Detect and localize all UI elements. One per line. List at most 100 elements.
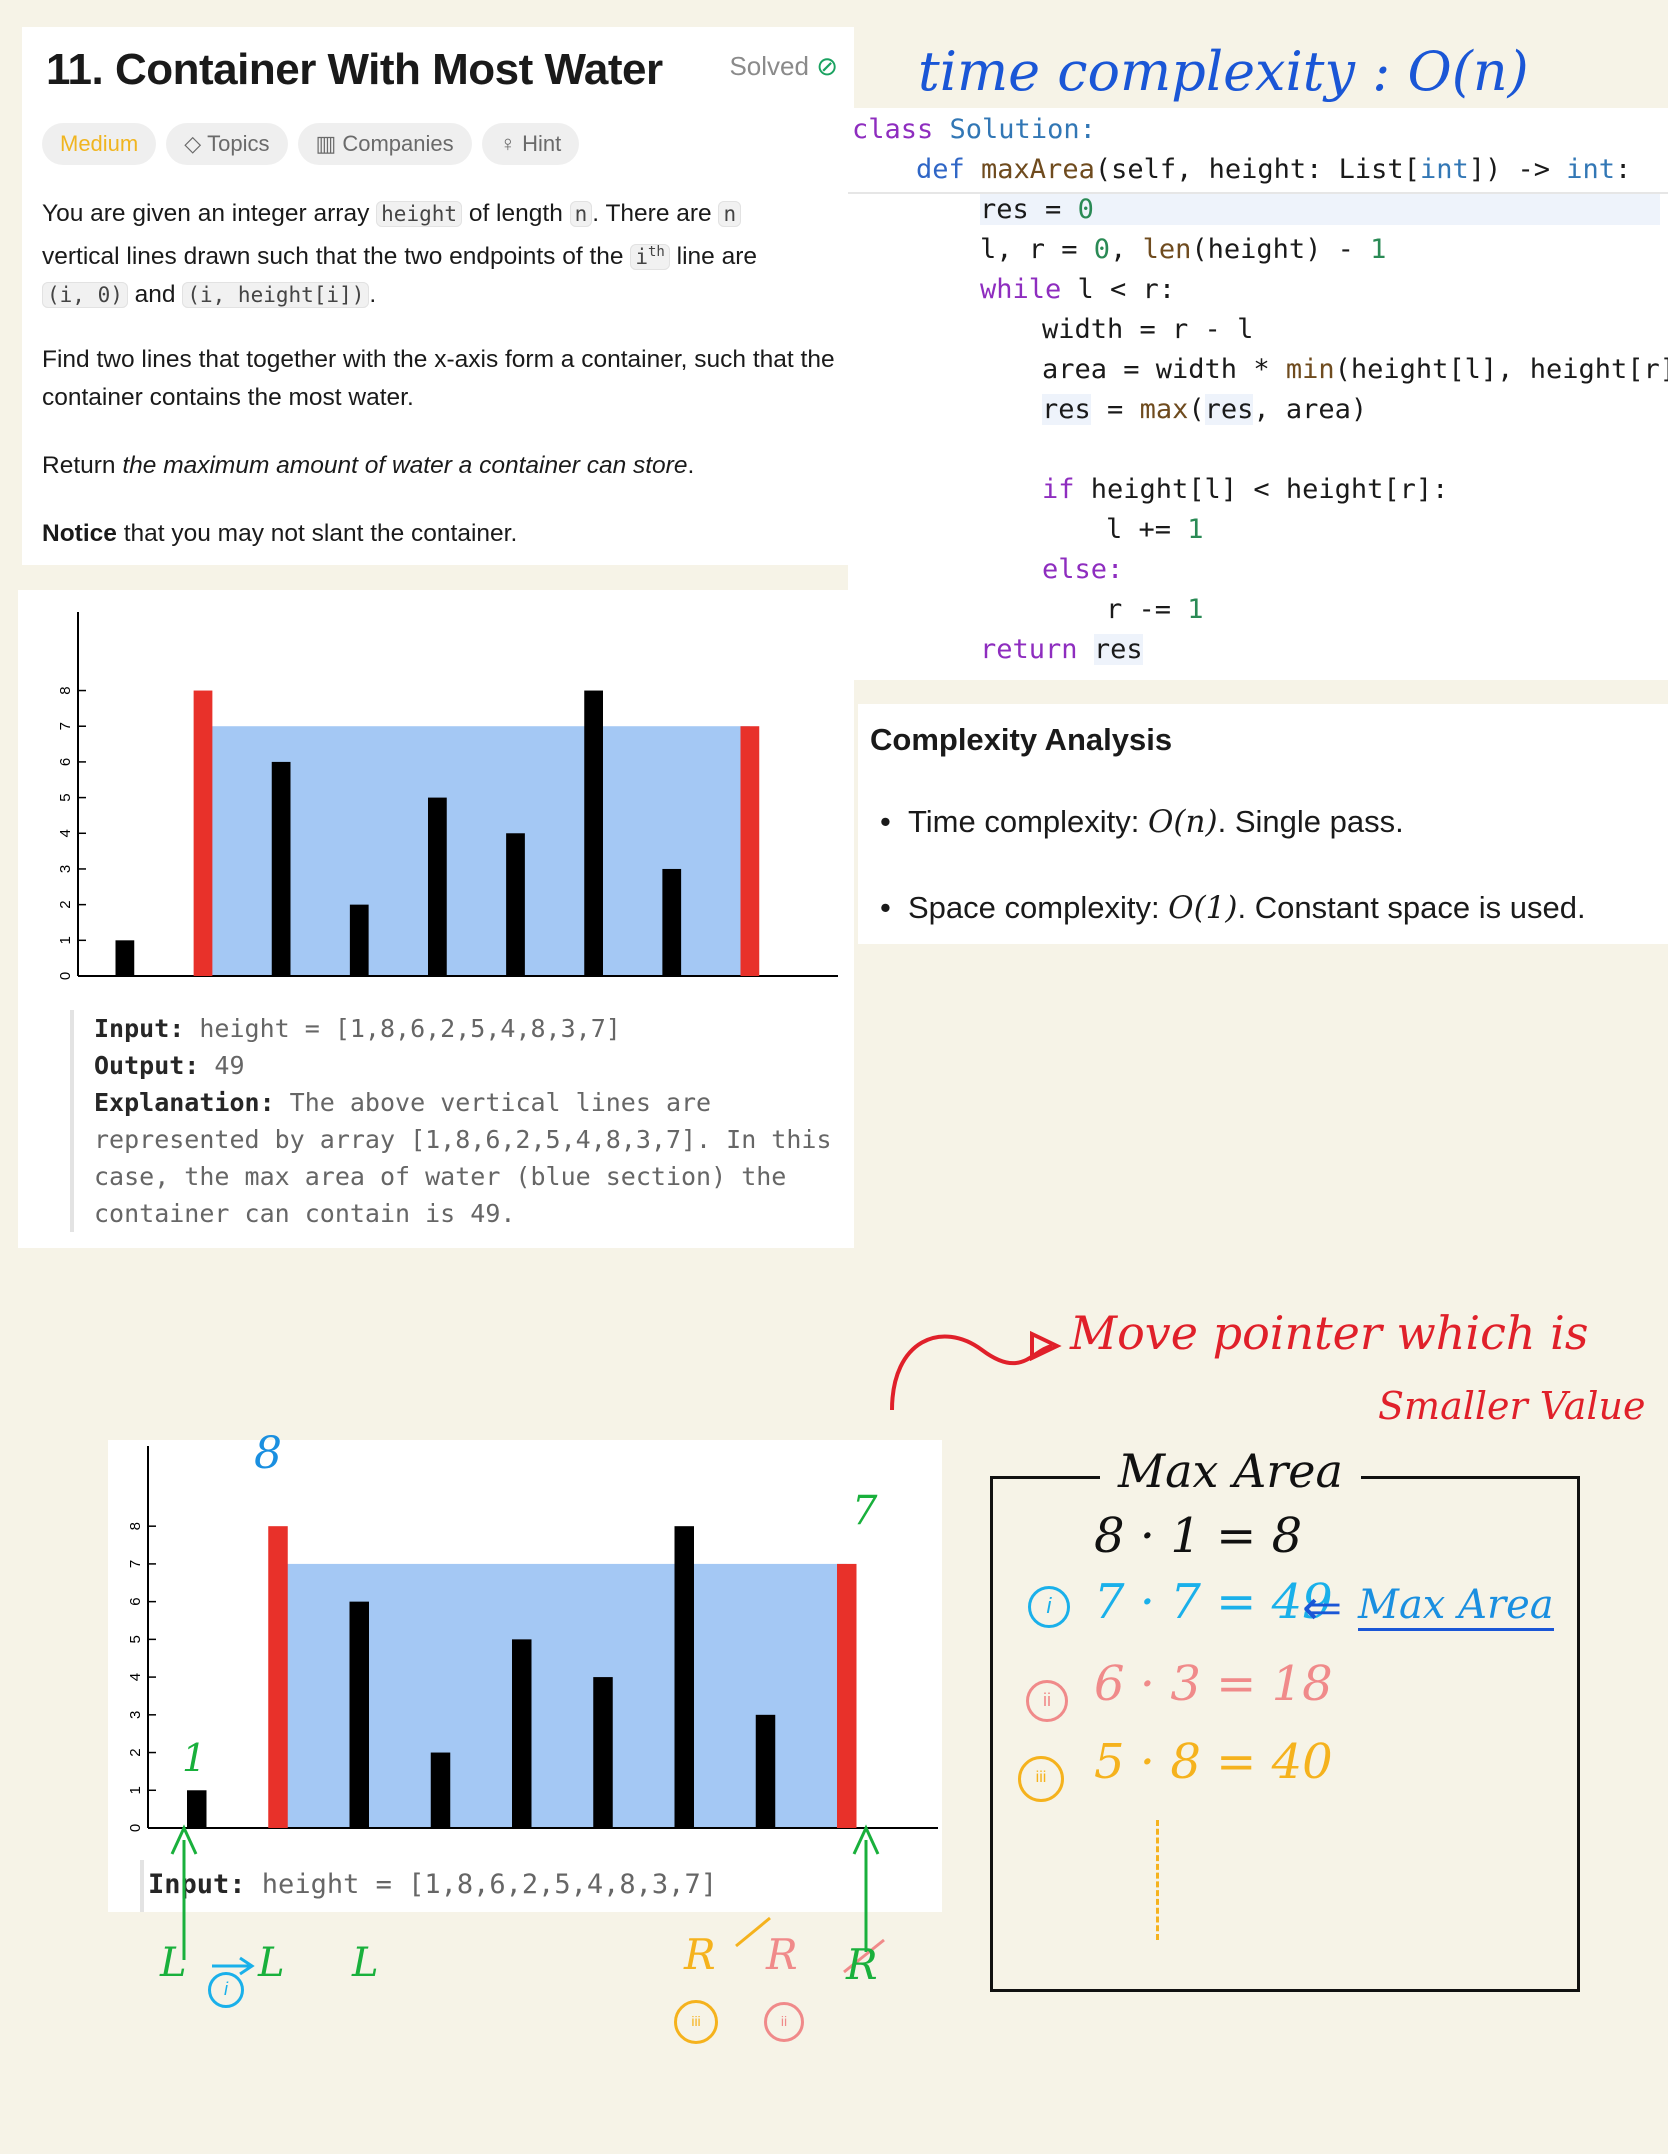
problem-title: 11. Container With Most Water	[46, 45, 663, 94]
container-chart-annotated: 0 1 2 3 4 5 6 7 8	[127, 1446, 938, 1832]
topics-label: Topics	[207, 131, 270, 156]
pointer-L-next: L	[352, 1940, 379, 1986]
step-badge-i: i	[1028, 1586, 1070, 1628]
code-line-1: class Solution:	[852, 114, 1096, 145]
code-token: (height) -	[1191, 234, 1371, 265]
code-token: ,	[1110, 234, 1143, 265]
difficulty-tag[interactable]: Medium	[42, 123, 157, 165]
continuation-dots	[1156, 1820, 1159, 1940]
pointer-R-third: R	[684, 1930, 716, 1979]
example-block: Input: height = [1,8,6,2,5,4,8,3,7] Outp…	[70, 1010, 874, 1232]
output-label: Output:	[94, 1051, 200, 1080]
area-line-1: 8 · 1 = 8	[1094, 1508, 1303, 1564]
y-tick-label: 1	[57, 936, 74, 944]
code-line-8: res = max(res, area)	[1042, 394, 1367, 425]
notice-bold: Notice	[42, 520, 117, 547]
bar	[593, 1677, 613, 1828]
space-complexity-item: Space complexity: O(1). Constant space i…	[880, 890, 1586, 926]
type: int	[1419, 154, 1469, 185]
code-line-12: r -= 1	[1106, 594, 1204, 625]
y-tick-label: 2	[127, 1748, 144, 1756]
label-height-1: 1	[182, 1736, 207, 1780]
code-line-7: area = width * min(height[l], height[r])	[1042, 354, 1668, 385]
code-divider	[848, 192, 1668, 194]
keyword: while	[980, 274, 1062, 305]
space-math: O(1)	[1168, 890, 1238, 926]
inline-code: height	[376, 201, 463, 227]
description-paragraph-3: Return the maximum amount of water a con…	[42, 447, 842, 485]
y-tick-label: 4	[127, 1673, 144, 1681]
time-rest: . Single pass.	[1217, 804, 1404, 839]
highlight-bar	[837, 1563, 857, 1828]
input-value: height = [1,8,6,2,5,4,8,3,7]	[184, 1014, 621, 1043]
check-circle-icon: ⊘	[816, 51, 838, 81]
output-value: 49	[199, 1051, 245, 1080]
bar	[755, 1714, 776, 1828]
code-token: Solution:	[933, 114, 1096, 145]
code-line-11: else:	[1042, 554, 1124, 585]
code-token: =	[1090, 394, 1140, 425]
annotated-chart-panel: 0 1 2 3 4 5 6 7 8 Input: height = [1,8,6,2,5,4,8…	[108, 1440, 942, 1912]
highlight-bar	[193, 690, 213, 976]
bar	[271, 761, 291, 976]
code-editor[interactable]: class Solution: def maxArea(self, height…	[848, 108, 1668, 680]
code-token: res	[1093, 634, 1143, 665]
desc-text: You are given an integer array	[42, 200, 377, 227]
topics-tag[interactable]: ◇ Topics	[166, 123, 288, 165]
container-chart: 0 1 2 3 4 5 6 7 8	[57, 612, 838, 980]
pointer-step-ii: ii	[764, 2002, 804, 2042]
companies-tag[interactable]: ▥ Companies	[297, 123, 472, 165]
space-label: Space complexity:	[908, 890, 1169, 925]
inline-code-i: i	[635, 245, 648, 269]
highlight-bar	[740, 726, 760, 976]
desc-text: . There are	[592, 200, 719, 227]
inline-code: n	[569, 201, 593, 227]
code-line-10: l += 1	[1106, 514, 1204, 545]
pointer-L-initial: L	[160, 1940, 187, 1986]
bar	[512, 1639, 532, 1828]
curved-arrow-icon	[890, 1330, 1062, 1411]
code-token: (self, height: List[	[1094, 154, 1420, 185]
code-token: =	[1028, 194, 1078, 225]
description-paragraph-2: Find two lines that together with the x-…	[42, 346, 835, 411]
bar	[674, 1526, 694, 1828]
inline-code: n	[718, 201, 742, 227]
builtin: min	[1285, 354, 1335, 385]
desc-text: .	[369, 281, 377, 308]
explanation-label: Explanation:	[94, 1088, 275, 1117]
smaller-value-note: Smaller Value	[1378, 1384, 1646, 1428]
water-area	[203, 726, 750, 976]
code-token: height[l] < height[r]:	[1074, 474, 1449, 505]
number: 1	[1187, 594, 1204, 625]
hint-tag[interactable]: ♀ Hint	[481, 123, 580, 165]
input-label: Input:	[94, 1014, 185, 1043]
max-area-title: Max Area	[1100, 1444, 1361, 1498]
desc-text: that you may not slant the container.	[116, 520, 518, 547]
problem-panel: 11. Container With Most Water Solved ⊘ M…	[22, 27, 854, 565]
area-line-3: 6 · 3 = 18	[1094, 1656, 1333, 1712]
label-height-8: 8	[254, 1428, 282, 1479]
function-name: maxArea	[964, 154, 1095, 185]
solved-status: Solved ⊘	[729, 51, 838, 82]
desc-text: Return	[42, 452, 123, 479]
code-line-13: return res	[980, 634, 1143, 665]
input-label: Input:	[148, 1869, 246, 1900]
y-tick-label: 1	[127, 1786, 144, 1794]
desc-emphasis: the maximum amount of water a container …	[122, 452, 688, 479]
code-token: res	[1204, 394, 1254, 425]
desc-text: vertical lines drawn such that the two e…	[42, 243, 631, 270]
hint-label: Hint	[522, 131, 562, 156]
y-tick-label: 7	[57, 722, 74, 730]
code-token: res	[980, 194, 1029, 225]
solved-label: Solved	[729, 51, 809, 81]
number: 0	[1077, 194, 1094, 225]
companies-label: Companies	[342, 131, 454, 156]
tag-row: Medium ◇ Topics ▥ Companies ♀ Hint	[42, 123, 580, 165]
desc-text: line are	[669, 243, 758, 270]
space-rest: . Constant space is used.	[1237, 890, 1586, 925]
area-line-4: 5 · 8 = 40	[1094, 1734, 1333, 1790]
example-chart-panel: 0 1 2 3 4 5 6 7 8 Input: height = [1,8,6,2,5,4,8…	[18, 590, 854, 1248]
code-token: l < r:	[1061, 274, 1176, 305]
bar	[187, 1790, 207, 1828]
y-tick-label: 6	[127, 1597, 144, 1605]
